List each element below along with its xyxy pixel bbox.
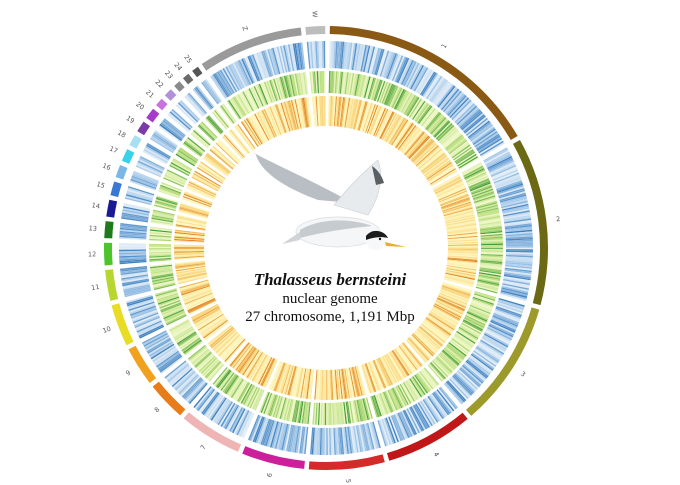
tracks-chr-24 bbox=[192, 85, 251, 155]
chromosome-label-7: 7 bbox=[199, 443, 208, 451]
tracks-chr-1 bbox=[328, 41, 505, 187]
chromosome-arc-4 bbox=[386, 412, 468, 461]
species-name: Thalasseus bernsteini bbox=[253, 270, 407, 289]
chromosome-arc-13 bbox=[104, 221, 114, 239]
tracks-chr-5 bbox=[309, 365, 381, 455]
chromosome-arc-15 bbox=[110, 181, 122, 198]
chromosome-arc-22 bbox=[164, 89, 177, 101]
chromosome-label-9: 9 bbox=[124, 369, 132, 378]
chromosome-label-4: 4 bbox=[432, 451, 441, 458]
chromosome-arc-12 bbox=[103, 242, 113, 266]
chromosome-arc-10 bbox=[111, 303, 134, 346]
tracks-chr-7 bbox=[193, 341, 278, 439]
genome-stats: 27 chromosome, 1,191 Mbp bbox=[245, 309, 415, 325]
tracks-chr-4 bbox=[360, 341, 459, 447]
tracks-chr-8 bbox=[164, 324, 246, 405]
tern-illustration bbox=[254, 152, 406, 250]
chromosome-label-18: 18 bbox=[116, 129, 127, 140]
tracks-chr-3 bbox=[405, 281, 525, 405]
tracks-chr-11 bbox=[120, 260, 208, 298]
chromosome-label-25: 25 bbox=[182, 53, 193, 64]
chromosome-label-Z: Z bbox=[240, 25, 249, 32]
chromosome-label-1: 1 bbox=[440, 42, 449, 50]
tracks-chr-18 bbox=[142, 142, 221, 192]
chromosome-label-20: 20 bbox=[134, 100, 145, 111]
chromosome-label-21: 21 bbox=[144, 88, 155, 99]
chromosome-arc-7 bbox=[183, 412, 242, 452]
tracks-chr-20 bbox=[158, 118, 231, 177]
chromosome-arc-19 bbox=[137, 121, 151, 136]
chromosome-label-14: 14 bbox=[91, 201, 101, 210]
chromosome-label-6: 6 bbox=[265, 472, 274, 478]
chromosome-arc-W bbox=[305, 26, 326, 35]
genome-type: nuclear genome bbox=[282, 291, 378, 307]
chromosome-label-10: 10 bbox=[102, 325, 113, 335]
chromosome-arc-24 bbox=[182, 73, 194, 85]
tracks-chr-17 bbox=[135, 155, 217, 201]
chromosome-label-24: 24 bbox=[172, 61, 183, 72]
chromosome-label-2: 2 bbox=[556, 215, 561, 223]
chromosome-arc-1 bbox=[329, 26, 518, 141]
tracks-chr-2 bbox=[432, 147, 533, 302]
chromosome-label-15: 15 bbox=[96, 180, 106, 190]
tracks-chr-25 bbox=[201, 78, 256, 151]
chromosome-labels: 1234567891011121314151617181920212223242… bbox=[88, 11, 561, 484]
chromosome-label-17: 17 bbox=[108, 145, 119, 156]
chromosome-arc-21 bbox=[156, 98, 168, 111]
chromosome-arc-Z bbox=[201, 27, 302, 71]
chromosome-label-W: W bbox=[311, 11, 319, 18]
chromosome-arc-18 bbox=[129, 135, 142, 149]
chromosome-arc-11 bbox=[105, 269, 119, 301]
chromosome-label-22: 22 bbox=[153, 78, 165, 90]
tracks-chr-W bbox=[306, 41, 326, 127]
chromosome-arc-6 bbox=[242, 446, 305, 469]
tracks-chr-21 bbox=[167, 108, 236, 170]
chromosome-ring bbox=[103, 26, 548, 470]
chromosome-label-23: 23 bbox=[163, 69, 174, 81]
chromosome-label-5: 5 bbox=[344, 479, 352, 484]
chromosome-arc-2 bbox=[512, 140, 548, 306]
chromosome-arc-16 bbox=[115, 165, 128, 180]
tracks-chr-10 bbox=[126, 279, 217, 339]
data-tracks bbox=[118, 41, 533, 455]
tracks-chr-19 bbox=[150, 130, 226, 184]
tracks-chr-6 bbox=[247, 360, 314, 454]
chromosome-arc-20 bbox=[146, 108, 160, 123]
tracks-chr-14 bbox=[121, 202, 207, 231]
chromosome-arc-25 bbox=[192, 66, 203, 78]
chromosome-arc-8 bbox=[152, 381, 186, 416]
chromosome-label-16: 16 bbox=[101, 162, 112, 172]
tracks-chr-22 bbox=[175, 99, 241, 165]
chromosome-arc-23 bbox=[174, 81, 185, 92]
chromosome-label-13: 13 bbox=[88, 224, 97, 233]
tracks-chr-12 bbox=[118, 243, 205, 265]
chromosome-label-8: 8 bbox=[153, 406, 162, 415]
chromosome-label-12: 12 bbox=[88, 250, 96, 258]
tracks-chr-16 bbox=[129, 170, 213, 210]
chromosome-label-19: 19 bbox=[125, 114, 136, 125]
tracks-chr-9 bbox=[141, 303, 230, 374]
tracks-chr-Z bbox=[210, 42, 313, 147]
tracks-chr-13 bbox=[119, 222, 205, 243]
tracks-chr-15 bbox=[124, 185, 210, 219]
chromosome-label-3: 3 bbox=[519, 370, 527, 379]
chromosome-label-11: 11 bbox=[91, 283, 101, 292]
chromosome-arc-14 bbox=[106, 199, 118, 218]
chromosome-arc-3 bbox=[466, 307, 540, 416]
tracks-chr-23 bbox=[184, 92, 246, 159]
chromosome-arc-17 bbox=[121, 149, 135, 164]
chromosome-arc-9 bbox=[128, 345, 157, 384]
chromosome-arc-5 bbox=[308, 454, 385, 470]
